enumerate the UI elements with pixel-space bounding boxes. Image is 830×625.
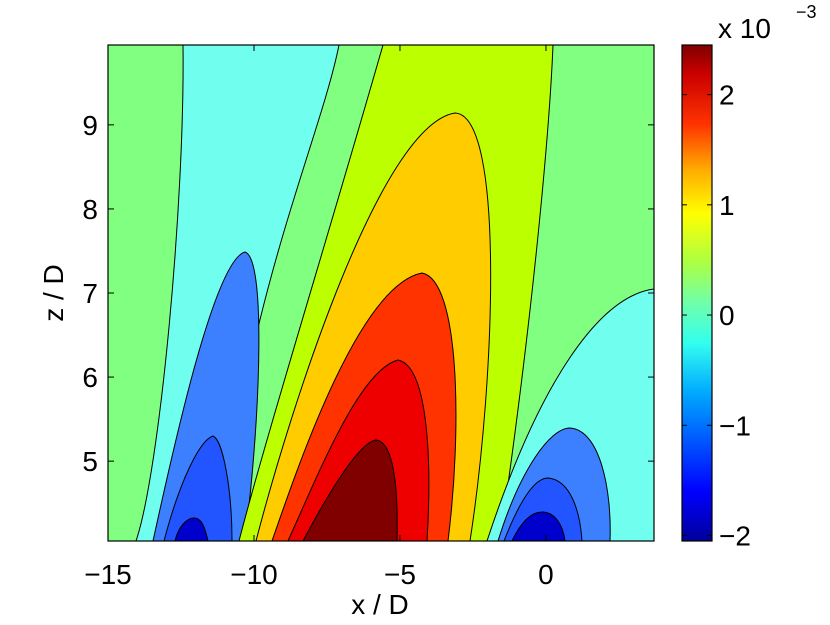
colorbar-tick-label: 2 — [719, 80, 735, 111]
colorbar-multiplier-exponent: −3 — [796, 2, 817, 22]
y-axis-label: z / D — [38, 264, 69, 322]
plot-area — [107, 44, 655, 542]
colorbar-ticks: −2 −1 0 1 2 — [682, 80, 751, 551]
contour-region-neg-3 — [163, 435, 233, 541]
contour-region-pos-5 — [302, 439, 398, 541]
x-tick-label: −10 — [230, 559, 278, 590]
x-tick-label: 0 — [538, 559, 554, 590]
x-tick-label: −15 — [84, 559, 132, 590]
colorbar-gradient — [681, 44, 713, 542]
colorbar-tick-label: −1 — [719, 410, 751, 441]
x-tick-label: −5 — [384, 559, 416, 590]
y-tick-label: 8 — [82, 194, 98, 225]
x-axis: −15 −10 −5 0 — [84, 45, 554, 590]
contour-region-neg-4 — [174, 517, 209, 541]
y-tick-label: 9 — [82, 110, 98, 141]
contour-region-neg-2 — [152, 251, 260, 541]
y-tick-label: 6 — [82, 362, 98, 393]
y-axis: 5 6 7 8 9 — [82, 110, 654, 477]
x-axis-label: x / D — [351, 589, 409, 620]
y-tick-label: 5 — [82, 446, 98, 477]
contour-region-neg-8 — [511, 511, 566, 541]
colorbar-tick-label: 0 — [719, 300, 735, 331]
contour-regions — [135, 45, 654, 541]
colorbar: −2 −1 0 1 2 x 10 −3 — [681, 2, 817, 551]
colorbar-multiplier: x 10 — [718, 13, 771, 44]
y-tick-label: 7 — [82, 278, 98, 309]
colorbar-multiplier-base: x 10 — [718, 13, 771, 44]
colorbar-tick-label: −2 — [719, 520, 751, 551]
colorbar-tick-label: 1 — [719, 190, 735, 221]
